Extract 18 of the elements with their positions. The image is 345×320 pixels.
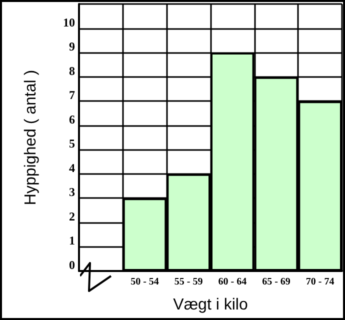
y-tick-label: 8 [69,64,75,78]
y-tick-label: 10 [63,15,75,30]
y-axis-title: Hyppighed ( antal ) [22,70,40,206]
y-tick-label: 4 [69,160,75,175]
x-tick-label: 60 - 64 [218,276,247,288]
y-tick-label: 0 [69,258,75,272]
x-tick-label: 65 - 69 [262,276,290,288]
x-tick-label: 70 - 74 [306,276,334,288]
y-tick-label: 2 [69,209,75,224]
x-tick-label: 55 - 59 [174,276,203,288]
y-tick-label: 3 [69,185,75,200]
y-tick-label: 7 [69,88,75,102]
y-tick-label: 9 [69,40,75,54]
y-tick-label: 6 [69,112,75,126]
x-tick-label: 50 - 54 [130,276,159,288]
y-tick-label: 1 [69,234,75,248]
x-axis-title: Vægt i kilo [173,296,248,314]
y-tick-label: 5 [69,136,75,151]
